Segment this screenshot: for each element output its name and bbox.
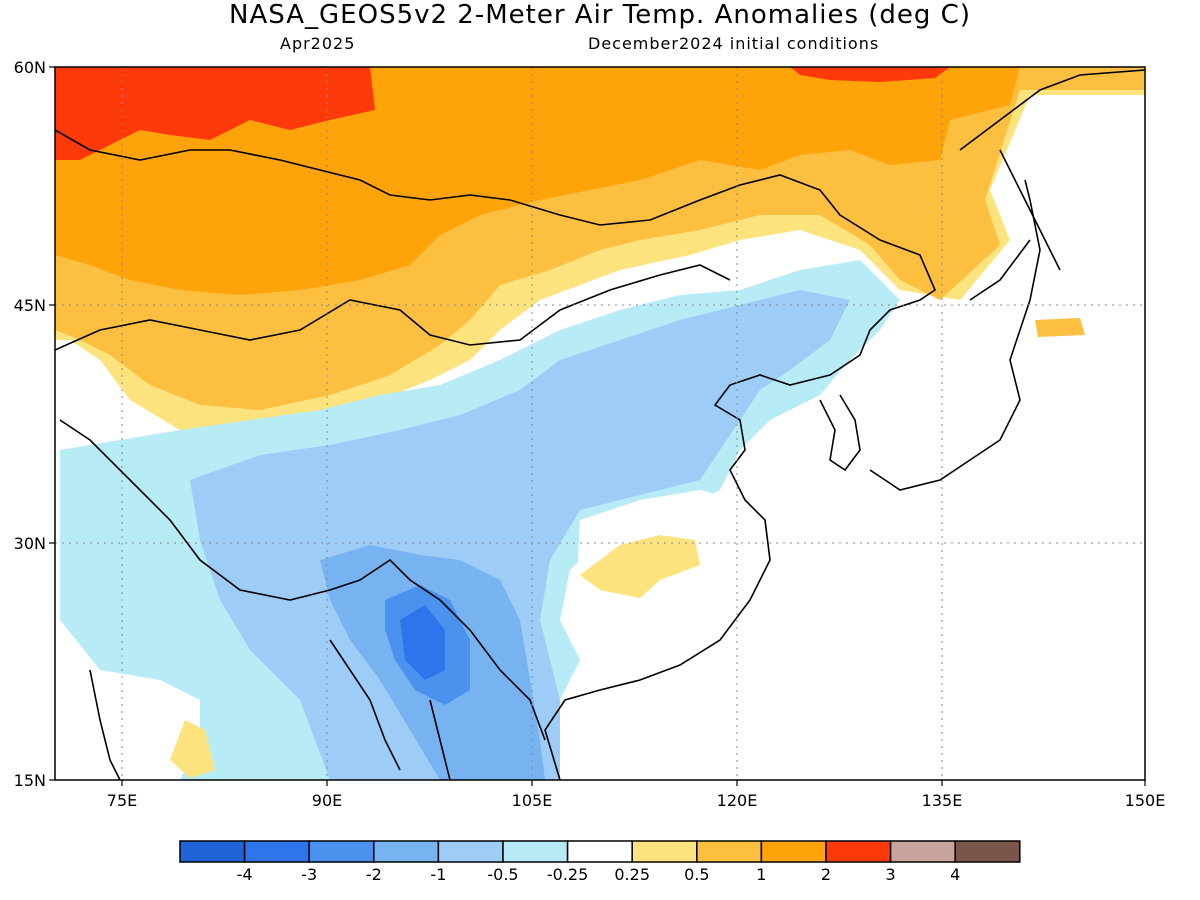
lon-label-150e: 150E [1125,791,1166,810]
anomaly-region-cool-light [190,290,850,780]
colorbar-label: 2 [821,865,831,884]
colorbar-swatch [502,840,569,863]
axis-ticks [49,66,1146,786]
colorbar-swatch [696,840,763,863]
colorbar-label: -0.25 [547,865,588,884]
colorbar-label: 3 [886,865,896,884]
lat-label-45n: 45N [14,296,46,315]
colorbar-swatch [243,840,310,863]
anomaly-region-cold-core [400,605,445,680]
colorbar-swatch [566,840,633,863]
colorbar-swatch [373,840,440,863]
lat-label-60n: 60N [14,58,46,77]
coastlines [55,69,1145,780]
anomaly-region-hot-west [55,67,375,160]
colorbar-swatch [631,840,698,863]
anomaly-region-hot-north [790,67,950,82]
colorbar-label: 1 [756,865,766,884]
colorbar-label: 0.25 [614,865,650,884]
map-frame [54,66,1146,781]
forecast-month: Apr2025 [280,34,356,53]
colorbar-swatch [437,840,504,863]
colorbar-label: 4 [950,865,960,884]
lon-label-75e: 75E [107,791,137,810]
lat-label-15n: 15N [14,771,46,790]
map-title: NASA_GEOS5v2 2-Meter Air Temp. Anomalies… [229,0,971,30]
colorbar-label: 0.5 [684,865,709,884]
colorbar-swatch [760,840,827,863]
lon-label-90e: 90E [312,791,342,810]
colorbar-label: -1 [430,865,446,884]
colorbar-swatch [825,840,892,863]
colorbar-label: -4 [237,865,253,884]
anomaly-fields [55,67,1145,780]
lon-label-135e: 135E [922,791,963,810]
anomaly-region-warm-southeast [580,535,700,598]
colorbar-swatch [308,840,375,863]
initial-conditions: December2024 initial conditions [588,34,880,53]
colorbar-label: -2 [366,865,382,884]
anomaly-region-warm-india [170,720,215,778]
colorbar: -4 -3 -2 -1 -0.5 -0.25 0.25 0.5 1 2 3 4 [179,840,1021,884]
lon-label-120e: 120E [717,791,758,810]
colorbar-label: -3 [301,865,317,884]
lat-label-30n: 30N [14,534,46,553]
anomaly-region-warm-japan [1035,318,1085,337]
colorbar-swatch [179,840,246,863]
latitude-labels: 60N 45N 30N 15N [14,58,46,790]
longitude-labels: 75E 90E 105E 120E 135E 150E [107,791,1166,810]
colorbar-swatch [889,840,956,863]
lon-label-105e: 105E [512,791,553,810]
colorbar-label: -0.5 [487,865,518,884]
colorbar-swatch [954,840,1021,863]
